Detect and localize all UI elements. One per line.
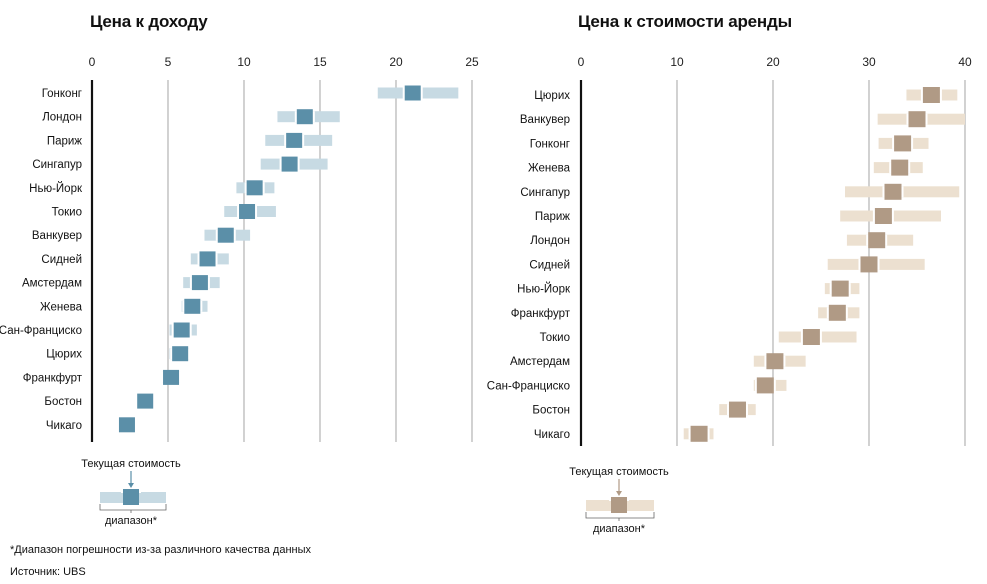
value-marker bbox=[172, 346, 189, 362]
chart-title-price-to-rent: Цена к стоимости аренды bbox=[578, 12, 792, 31]
legend-range-label: диапазон* bbox=[105, 515, 158, 527]
row-label: Нью-Йорк bbox=[517, 283, 571, 296]
row-label: Сан-Франциско bbox=[487, 380, 570, 392]
value-marker bbox=[246, 180, 263, 196]
row-label: Бостон bbox=[532, 405, 570, 417]
row-label: Чикаго bbox=[46, 420, 82, 432]
row-label: Франкфурт bbox=[23, 372, 83, 384]
tick-label: 25 bbox=[465, 55, 479, 69]
value-marker bbox=[118, 417, 135, 433]
value-marker bbox=[239, 204, 256, 219]
tick-label: 20 bbox=[766, 55, 780, 69]
row-label: Амстердам bbox=[510, 356, 570, 368]
tick-label: 10 bbox=[237, 55, 251, 69]
chart-title-price-to-income: Цена к доходу bbox=[90, 12, 208, 31]
tick-label: 20 bbox=[389, 55, 403, 69]
value-marker bbox=[894, 135, 912, 152]
row-label: Лондон bbox=[530, 235, 570, 247]
row-label: Цюрих bbox=[534, 90, 570, 102]
value-marker bbox=[690, 425, 708, 442]
row-label: Цюрих bbox=[46, 349, 82, 361]
row-label: Сидней bbox=[529, 259, 570, 271]
row-label: Париж bbox=[47, 135, 82, 147]
value-marker bbox=[922, 87, 940, 103]
row-label: Женева bbox=[528, 163, 571, 175]
value-marker bbox=[728, 401, 746, 418]
tick-label: 10 bbox=[670, 55, 684, 69]
value-marker bbox=[296, 109, 313, 125]
legend-current-value-label: Текущая стоимость bbox=[81, 458, 181, 470]
value-marker bbox=[860, 256, 878, 273]
value-marker bbox=[217, 227, 234, 243]
row-label: Нью-Йорк bbox=[29, 182, 83, 195]
row-label: Лондон bbox=[42, 112, 82, 124]
value-marker bbox=[184, 298, 201, 314]
value-marker bbox=[766, 353, 784, 370]
row-label: Токио bbox=[540, 332, 570, 344]
row-label: Франкфурт bbox=[511, 308, 571, 320]
row-label: Ванкувер bbox=[520, 114, 570, 126]
row-label: Гонконг bbox=[42, 88, 82, 100]
value-marker bbox=[908, 111, 926, 128]
value-marker bbox=[137, 393, 154, 409]
tick-label: 0 bbox=[578, 55, 585, 69]
value-marker bbox=[868, 232, 886, 249]
legend-value-box bbox=[123, 489, 139, 505]
value-marker bbox=[286, 132, 303, 148]
row-label: Ванкувер bbox=[32, 230, 82, 242]
value-marker bbox=[404, 85, 421, 101]
tick-label: 0 bbox=[89, 55, 96, 69]
legend-current-value-label: Текущая стоимость bbox=[569, 466, 669, 478]
tick-label: 30 bbox=[862, 55, 876, 69]
value-marker bbox=[831, 280, 849, 297]
value-marker bbox=[802, 329, 820, 345]
legend-value-box bbox=[611, 497, 627, 513]
row-label: Сан-Франциско bbox=[0, 325, 82, 337]
value-marker bbox=[828, 304, 846, 321]
row-label: Гонконг bbox=[530, 138, 570, 150]
value-marker bbox=[191, 275, 208, 291]
tick-label: 5 bbox=[165, 55, 172, 69]
row-label: Токио bbox=[52, 207, 82, 219]
row-label: Бостон bbox=[44, 396, 82, 408]
value-marker bbox=[163, 369, 180, 385]
tick-label: 15 bbox=[313, 55, 327, 69]
row-label: Сингапур bbox=[32, 159, 82, 171]
value-marker bbox=[281, 156, 298, 172]
row-label: Сингапур bbox=[520, 187, 570, 199]
row-label: Женева bbox=[40, 301, 83, 313]
legend-arrow-head bbox=[128, 483, 134, 488]
value-marker bbox=[199, 251, 216, 267]
tick-label: 40 bbox=[958, 55, 972, 69]
value-marker bbox=[891, 159, 909, 176]
legend-bracket bbox=[585, 512, 655, 519]
row-label: Амстердам bbox=[22, 278, 82, 290]
footnote: *Диапазон погрешности из-за различного к… bbox=[10, 544, 312, 556]
legend-arrow-head bbox=[616, 491, 622, 496]
legend-range-label: диапазон* bbox=[593, 523, 646, 535]
source-note: Источник: UBS bbox=[10, 566, 86, 578]
row-label: Париж bbox=[535, 211, 570, 223]
value-marker bbox=[884, 183, 902, 200]
row-label: Чикаго bbox=[534, 429, 570, 441]
row-label: Сидней bbox=[41, 254, 82, 266]
value-marker bbox=[173, 322, 190, 338]
legend-bracket bbox=[99, 504, 167, 511]
value-marker bbox=[874, 208, 892, 224]
value-marker bbox=[756, 377, 774, 394]
